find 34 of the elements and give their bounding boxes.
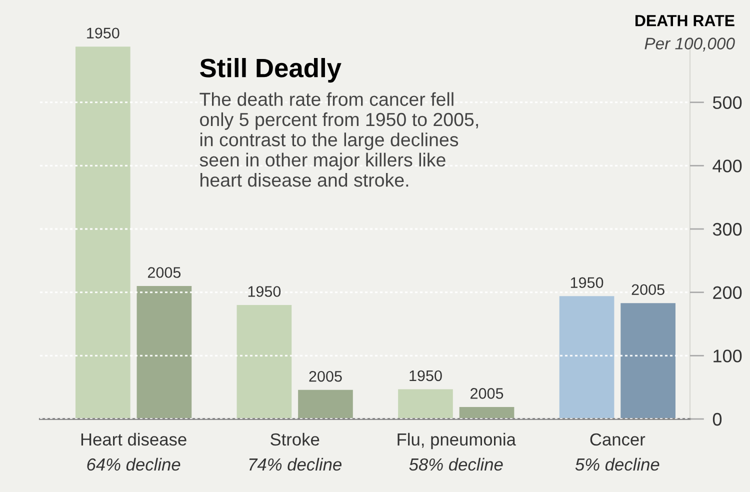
text: 64% decline <box>87 458 180 471</box>
bar <box>298 390 353 419</box>
x-tick-label: Heart disease <box>81 432 186 446</box>
series-label: 1950 <box>248 286 281 297</box>
text: Still Deadly <box>200 58 342 83</box>
text: 1950 <box>410 370 442 382</box>
y-tick-label: 500 <box>712 96 742 110</box>
bar <box>75 46 130 419</box>
x-tick-label: Stroke <box>270 432 320 446</box>
text: 2005 <box>470 388 504 399</box>
text: 2005 <box>309 370 342 382</box>
bar <box>236 305 292 419</box>
y-axis-title: DEATH RATE <box>635 15 734 26</box>
bar <box>620 303 676 419</box>
x-tick-label: Flu, pneumonia <box>398 432 516 450</box>
bar <box>459 406 514 419</box>
y-tick-label: 0 <box>712 412 722 426</box>
y-tick-label: 400 <box>712 160 742 172</box>
y-tick-label: 100 <box>714 350 742 362</box>
text: The death rate from cancer fell only 5 percent from 1950 to 2005, in contrast to the large declines seen in other major killers like heart disease and stroke. <box>200 92 478 187</box>
annotation: Per 100,000 <box>644 38 735 52</box>
text: 74% decline <box>249 458 342 471</box>
series-label: 2005 <box>148 267 181 278</box>
bar <box>136 286 192 419</box>
y-tick-label: 200 <box>713 286 742 300</box>
bar <box>398 389 453 419</box>
text: 2005 <box>632 284 664 296</box>
text: 58% decline <box>409 458 503 471</box>
text: 1950 <box>87 28 120 39</box>
y-tick-label: 300 <box>712 222 742 236</box>
text: 5% decline <box>575 458 660 471</box>
x-tick-label: Cancer <box>590 433 646 446</box>
bar <box>559 296 614 419</box>
text: 1950 <box>570 277 604 288</box>
